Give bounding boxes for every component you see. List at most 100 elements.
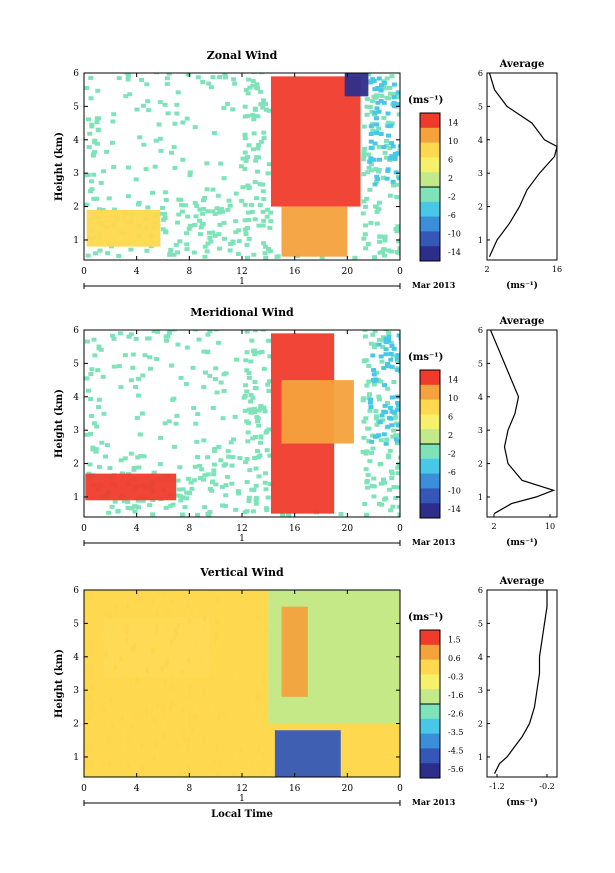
noise-cell [197, 463, 203, 468]
noise-cell [242, 408, 248, 413]
noise-cell [213, 482, 219, 487]
noise-cell [201, 198, 207, 203]
noise-cell [156, 122, 162, 127]
noise-cell [258, 403, 264, 408]
noise-cell [201, 349, 207, 354]
noise-cell [261, 218, 267, 223]
average-title: Average [499, 576, 545, 587]
noise-cell [394, 356, 400, 361]
noise-cell [368, 124, 374, 129]
noise-cell [383, 441, 389, 446]
noise-cell [88, 372, 94, 377]
noise-cell [362, 232, 368, 237]
average-x-label: (ms⁻¹) [506, 537, 538, 548]
noise-cell [377, 420, 383, 425]
noise-cell [386, 339, 392, 344]
noise-cell [377, 462, 383, 467]
noise-cell [248, 359, 254, 364]
noise-cell [88, 96, 94, 101]
noise-cell [187, 173, 193, 178]
noise-cell [387, 405, 393, 410]
noise-cell [391, 95, 397, 100]
noise-cell [246, 210, 252, 215]
average-y-tick-label: 2 [478, 460, 483, 469]
noise-cell [338, 511, 344, 516]
noise-cell [125, 499, 131, 504]
noise-cell [261, 241, 267, 246]
colorbar-swatch [420, 444, 440, 460]
noise-cell [369, 109, 375, 114]
noise-cell [202, 195, 208, 200]
noise-cell [266, 246, 272, 251]
noise-cell [179, 209, 185, 214]
noise-cell [186, 226, 192, 231]
noise-cell [207, 510, 213, 515]
noise-cell [387, 156, 393, 161]
average-title: Average [499, 59, 545, 70]
noise-cell [371, 382, 377, 387]
noise-cell [260, 182, 266, 187]
noise-cell [386, 96, 392, 101]
noise-cell [266, 108, 272, 113]
noise-cell [361, 149, 367, 154]
noise-cell [371, 368, 377, 373]
noise-cell [244, 389, 250, 394]
noise-cell [286, 512, 292, 517]
noise-cell [131, 465, 137, 470]
noise-cell [389, 141, 395, 146]
noise-cell [201, 477, 207, 482]
noise-cell [373, 342, 379, 347]
noise-cell [85, 253, 91, 258]
noise-cell [265, 495, 271, 500]
noise-cell [246, 371, 252, 376]
noise-cell [244, 330, 250, 334]
colorbar-tick-label: -0.3 [448, 672, 463, 681]
noise-cell [164, 76, 170, 81]
noise-cell [230, 240, 236, 245]
average-y-tick-label: 1 [478, 493, 483, 502]
noise-cell [261, 366, 267, 371]
noise-cell [255, 86, 261, 91]
noise-cell [257, 440, 263, 445]
y-tick-label: 6 [73, 586, 79, 596]
noise-cell [397, 176, 400, 181]
noise-cell [246, 217, 252, 222]
noise-cell [394, 102, 400, 107]
noise-cell [398, 336, 400, 341]
noise-cell [222, 236, 228, 241]
noise-cell [197, 476, 203, 481]
colorbar-tick-label: -10 [448, 229, 461, 238]
noise-cell [91, 421, 97, 426]
colorbar-tick-label: 6 [448, 412, 453, 421]
noise-cell [380, 477, 386, 482]
noise-cell [385, 120, 391, 125]
noise-cell [396, 462, 400, 467]
noise-cell [247, 85, 253, 90]
noise-cell [251, 406, 257, 411]
noise-cell [128, 247, 134, 252]
noise-cell [374, 414, 380, 419]
noise-cell [134, 107, 140, 112]
noise-cell [364, 97, 370, 102]
noise-cell [395, 423, 400, 428]
average-y-tick-label: 4 [478, 393, 483, 402]
noise-cell [93, 251, 99, 256]
y-axis-label: Height (km) [54, 389, 65, 458]
noise-cell [178, 494, 184, 499]
noise-cell [242, 114, 248, 119]
noise-cell [366, 439, 372, 444]
noise-cell [261, 130, 267, 135]
noise-cell [363, 467, 369, 472]
noise-cell [84, 202, 90, 207]
colorbar-swatch [420, 113, 440, 129]
noise-cell [93, 449, 99, 454]
noise-cell [84, 173, 90, 178]
noise-cell [87, 462, 93, 467]
noise-cell [91, 149, 97, 154]
noise-cell [187, 170, 193, 175]
noise-cell [123, 94, 129, 99]
colorbar-tick-label: 14 [448, 118, 458, 127]
colorbar-tick-label: -4.5 [448, 746, 463, 755]
noise-cell [245, 430, 251, 435]
noise-cell [352, 255, 358, 260]
